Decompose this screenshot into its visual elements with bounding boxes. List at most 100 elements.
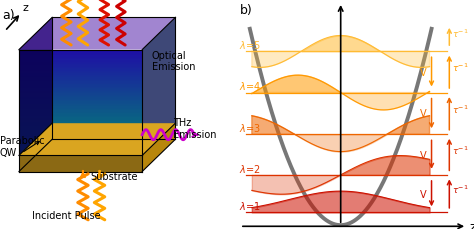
Polygon shape (19, 57, 142, 58)
Polygon shape (19, 18, 52, 156)
Polygon shape (19, 125, 142, 127)
Polygon shape (19, 140, 142, 141)
Polygon shape (19, 142, 142, 144)
Text: z: z (23, 3, 28, 13)
Polygon shape (19, 115, 142, 116)
Polygon shape (19, 70, 142, 71)
Text: E: E (345, 0, 353, 2)
Polygon shape (19, 148, 142, 149)
Text: THz
Emission: THz Emission (173, 117, 217, 139)
Polygon shape (19, 132, 142, 133)
Polygon shape (19, 18, 175, 50)
Polygon shape (19, 144, 142, 145)
Text: $\lambda$=2: $\lambda$=2 (239, 162, 261, 174)
Polygon shape (19, 85, 142, 86)
Polygon shape (19, 53, 142, 54)
Polygon shape (19, 141, 142, 142)
Text: Optical
Emission: Optical Emission (152, 50, 195, 72)
Text: V: V (420, 109, 427, 119)
Polygon shape (19, 62, 142, 63)
Text: $\tau^{-1}$: $\tau^{-1}$ (452, 62, 469, 74)
Text: z: z (469, 220, 474, 229)
Polygon shape (19, 73, 142, 74)
Polygon shape (19, 136, 142, 137)
Polygon shape (19, 108, 142, 110)
Polygon shape (19, 120, 142, 121)
Polygon shape (19, 106, 142, 107)
Polygon shape (19, 111, 142, 112)
Text: $\lambda$=3: $\lambda$=3 (239, 122, 261, 134)
Polygon shape (19, 61, 142, 62)
Polygon shape (19, 145, 142, 147)
Polygon shape (19, 107, 142, 108)
Polygon shape (19, 129, 142, 131)
Polygon shape (19, 79, 142, 81)
Polygon shape (142, 18, 175, 156)
Polygon shape (142, 124, 175, 172)
Polygon shape (19, 153, 142, 154)
Polygon shape (19, 77, 142, 78)
Text: $\lambda$=4: $\lambda$=4 (239, 80, 261, 92)
Polygon shape (19, 121, 142, 123)
Polygon shape (19, 114, 142, 115)
Polygon shape (19, 50, 142, 52)
Polygon shape (19, 69, 142, 70)
Polygon shape (19, 124, 142, 125)
Polygon shape (19, 96, 142, 98)
Polygon shape (19, 131, 142, 132)
Polygon shape (19, 154, 142, 156)
Polygon shape (19, 87, 142, 89)
Polygon shape (19, 94, 142, 95)
Polygon shape (19, 116, 142, 117)
Polygon shape (19, 147, 142, 148)
Polygon shape (19, 124, 175, 156)
Polygon shape (19, 99, 142, 100)
Polygon shape (19, 71, 142, 73)
Polygon shape (19, 128, 142, 129)
Polygon shape (19, 139, 142, 140)
Polygon shape (19, 63, 142, 65)
Polygon shape (19, 100, 142, 102)
Polygon shape (19, 119, 142, 120)
Text: $\tau^{-1}$: $\tau^{-1}$ (452, 183, 469, 195)
Polygon shape (19, 110, 142, 111)
Polygon shape (19, 112, 142, 114)
Text: b): b) (240, 4, 253, 17)
Polygon shape (19, 81, 142, 82)
Polygon shape (19, 152, 142, 153)
Text: V: V (420, 68, 427, 78)
Polygon shape (19, 54, 142, 56)
Polygon shape (19, 123, 142, 124)
Polygon shape (19, 91, 142, 93)
Text: Substrate: Substrate (90, 172, 137, 182)
Polygon shape (19, 68, 142, 69)
Polygon shape (19, 52, 142, 53)
Polygon shape (19, 89, 142, 90)
Polygon shape (19, 86, 142, 87)
Text: Incident Pulse: Incident Pulse (32, 210, 100, 220)
Text: $\tau^{-1}$: $\tau^{-1}$ (452, 103, 469, 115)
Polygon shape (19, 83, 142, 85)
Polygon shape (19, 82, 142, 83)
Polygon shape (19, 156, 142, 172)
Text: $\lambda$=5: $\lambda$=5 (239, 39, 261, 51)
Polygon shape (19, 58, 142, 60)
Polygon shape (19, 78, 142, 79)
Polygon shape (19, 150, 142, 152)
Text: V: V (420, 189, 427, 199)
Text: V: V (420, 150, 427, 160)
Polygon shape (19, 66, 142, 68)
Polygon shape (19, 133, 142, 135)
Polygon shape (19, 135, 142, 136)
Polygon shape (19, 93, 142, 94)
Text: a): a) (2, 9, 15, 22)
Polygon shape (19, 98, 142, 99)
Polygon shape (19, 117, 142, 119)
Text: Parabolic
QW: Parabolic QW (0, 136, 45, 157)
Polygon shape (19, 149, 142, 150)
Polygon shape (19, 104, 142, 106)
Polygon shape (19, 95, 142, 96)
Polygon shape (19, 74, 142, 75)
Text: $\tau^{-1}$: $\tau^{-1}$ (452, 144, 469, 156)
Polygon shape (19, 90, 142, 91)
